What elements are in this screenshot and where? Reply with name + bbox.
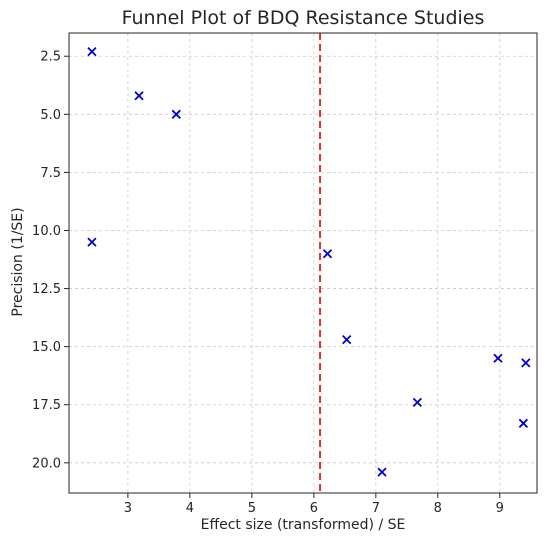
data-point — [377, 467, 387, 477]
x-tick-label: 8 — [434, 501, 442, 516]
y-axis-ticks: 2.5 5.0 7.5 10.0 12.5 15.0 17.5 20.0 — [32, 50, 69, 471]
x-tick-label: 6 — [310, 501, 318, 516]
y-tick-label: 7.5 — [40, 166, 61, 181]
x-tick-label: 9 — [496, 501, 504, 516]
data-point — [134, 91, 144, 101]
y-tick-label: 17.5 — [32, 398, 61, 413]
data-point — [87, 46, 97, 57]
x-axis-label: Effect size (transformed) / SE — [201, 517, 406, 533]
y-tick-label: 2.5 — [40, 50, 61, 65]
plot-frame — [68, 32, 538, 494]
y-tick-label: 12.5 — [32, 282, 61, 297]
y-tick-label: 5.0 — [40, 108, 61, 123]
chart-title: Funnel Plot of BDQ Resistance Studies — [122, 7, 485, 29]
data-point — [412, 397, 423, 408]
data-point — [171, 109, 181, 119]
y-axis-label: Precision (1/SE) — [10, 207, 26, 316]
y-tick-label: 20.0 — [32, 456, 61, 471]
data-point — [342, 335, 352, 345]
y-tick-label: 15.0 — [32, 340, 61, 355]
y-tick-label: 10.0 — [32, 224, 61, 239]
data-point — [322, 249, 333, 259]
grid-lines — [69, 33, 537, 493]
data-point — [521, 358, 531, 368]
x-axis-ticks: 3 4 5 6 7 8 9 — [124, 493, 504, 516]
x-tick-label: 3 — [124, 501, 132, 516]
data-points — [87, 46, 531, 477]
data-point — [87, 237, 97, 247]
data-point — [493, 353, 503, 363]
data-point — [518, 418, 528, 428]
x-tick-label: 5 — [248, 501, 256, 516]
x-tick-label: 4 — [186, 501, 194, 516]
x-tick-label: 7 — [372, 501, 380, 516]
